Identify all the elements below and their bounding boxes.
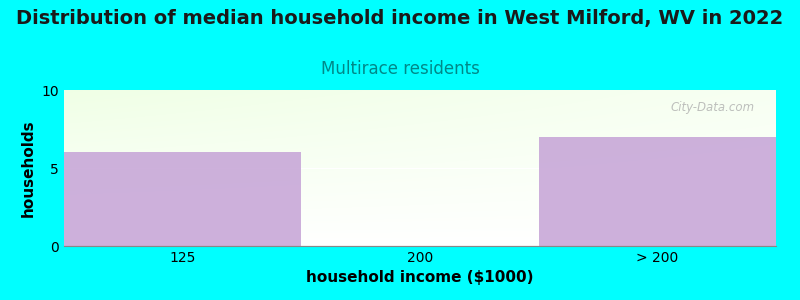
- Text: City-Data.com: City-Data.com: [670, 101, 754, 114]
- Y-axis label: households: households: [21, 119, 36, 217]
- Bar: [64, 152, 302, 246]
- X-axis label: household income ($1000): household income ($1000): [306, 270, 534, 285]
- Bar: [538, 137, 776, 246]
- Text: Distribution of median household income in West Milford, WV in 2022: Distribution of median household income …: [16, 9, 784, 28]
- Text: Multirace residents: Multirace residents: [321, 60, 479, 78]
